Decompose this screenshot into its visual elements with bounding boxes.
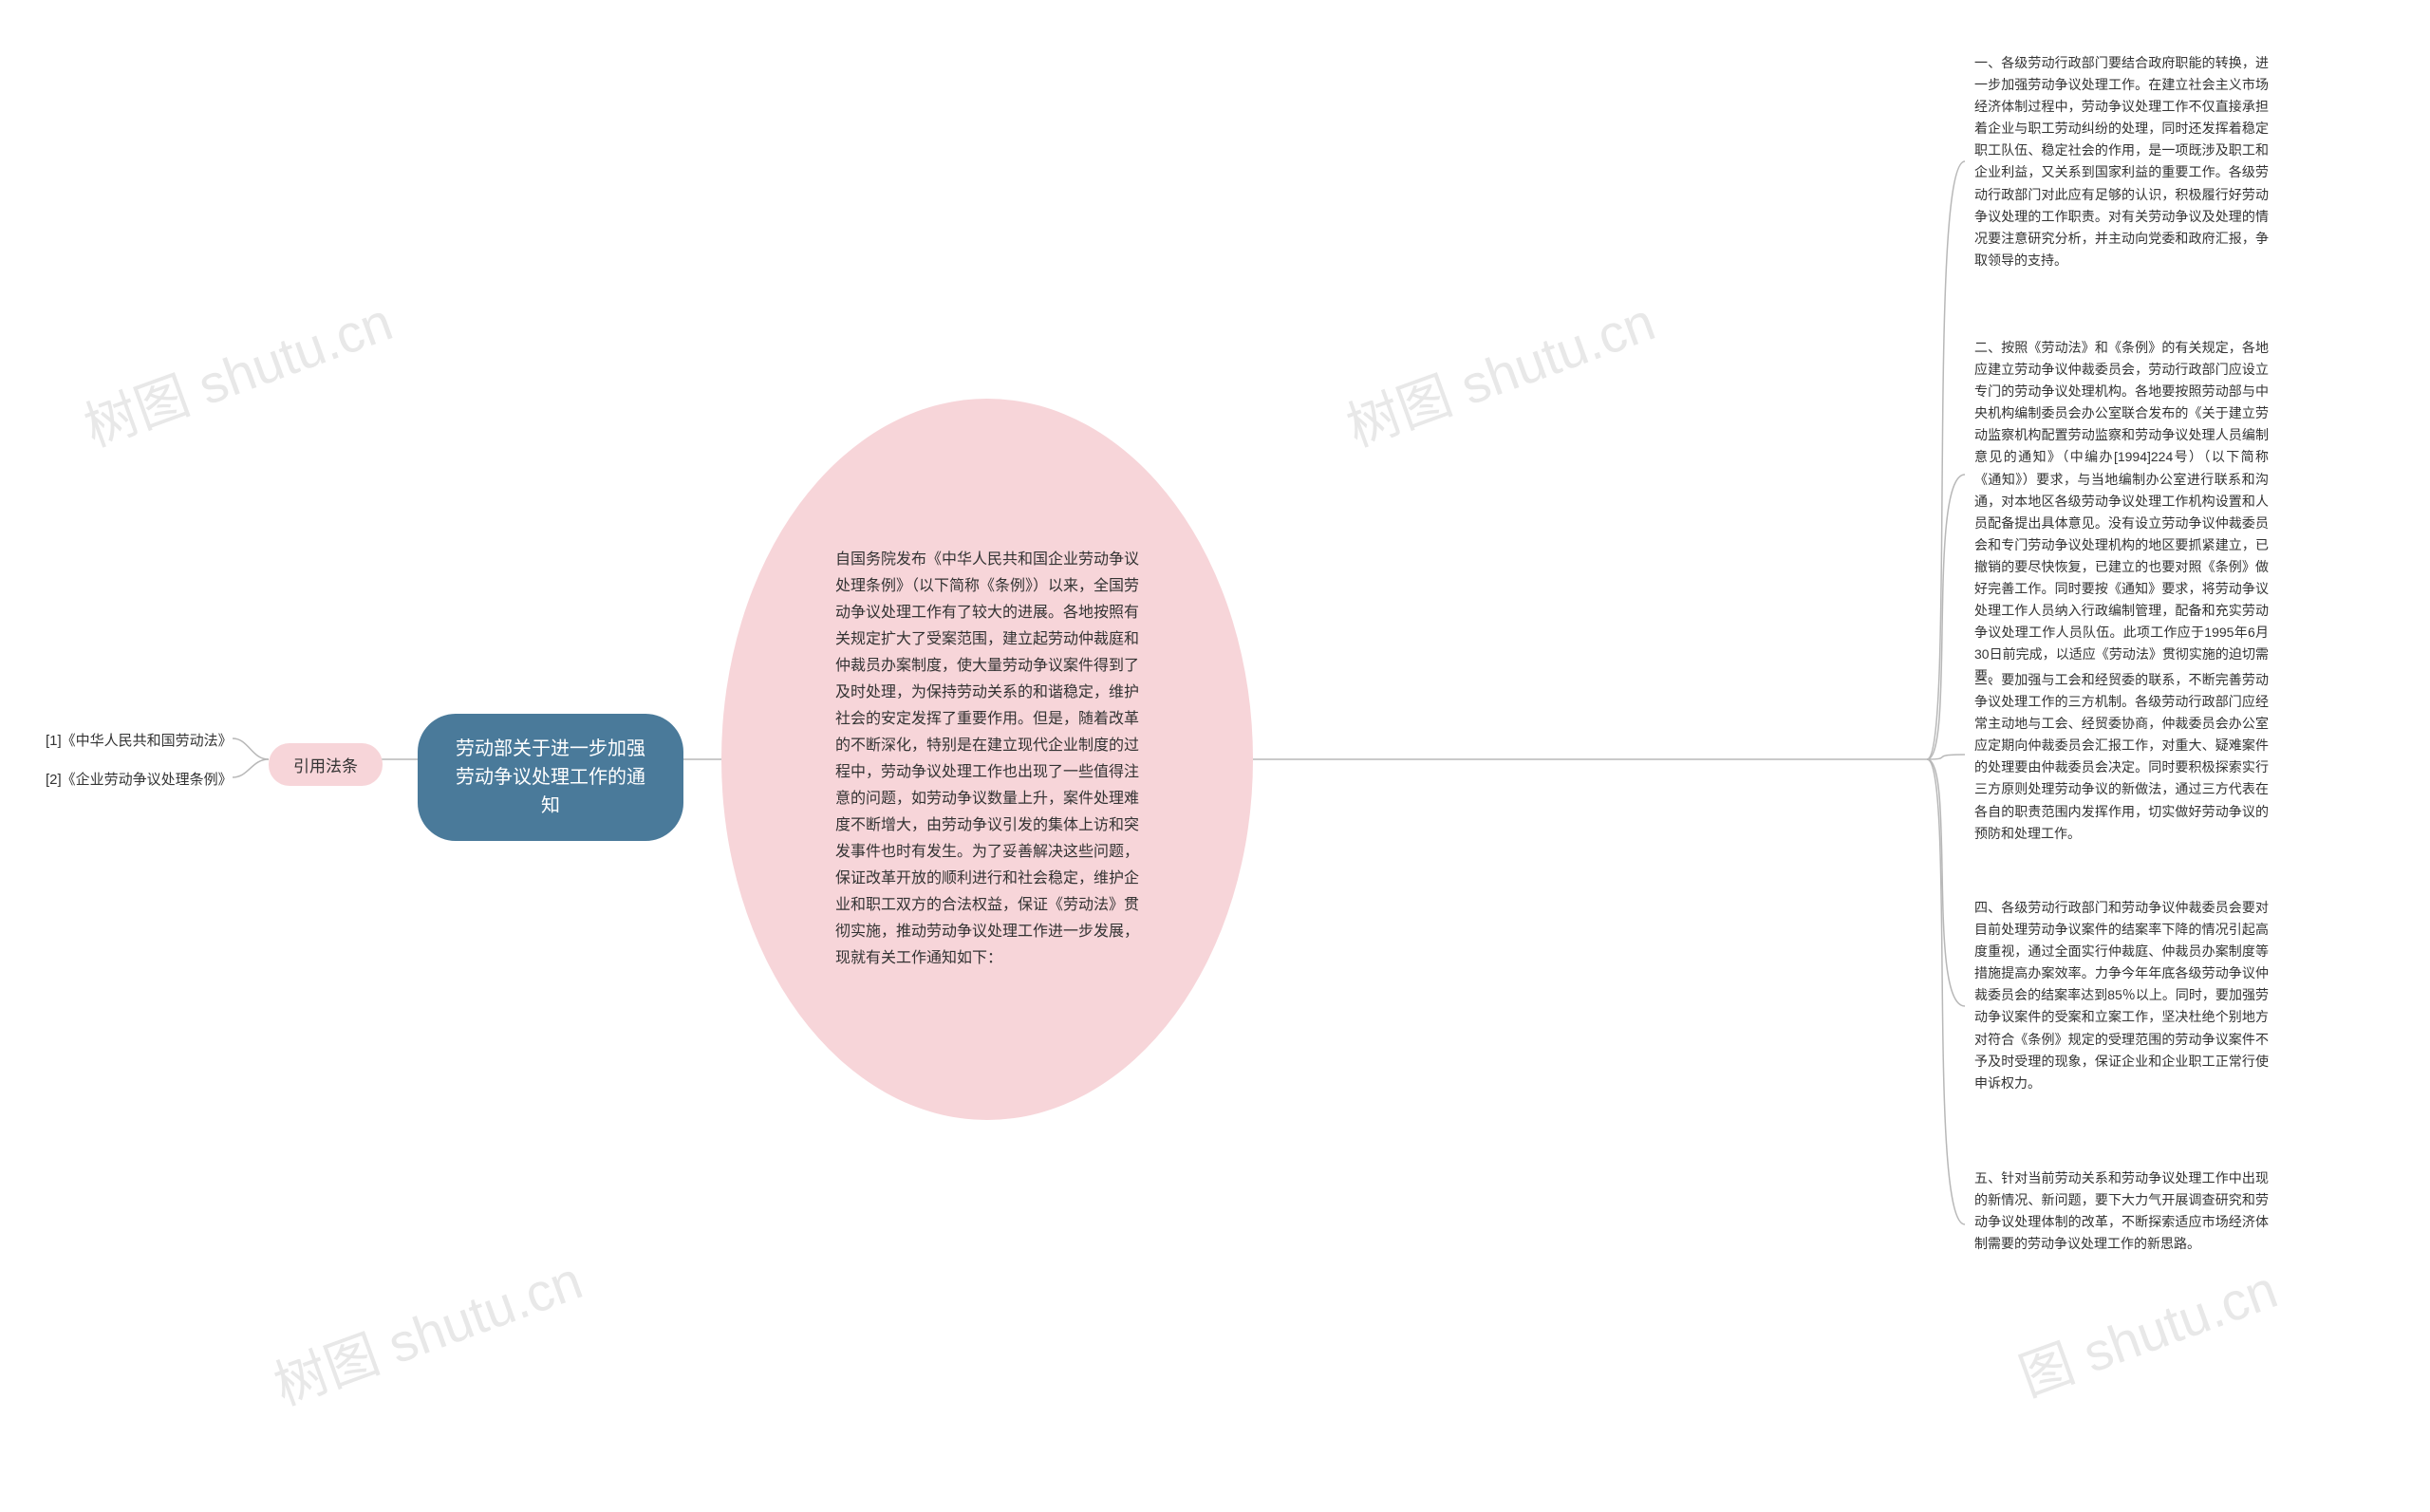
detail-text-content: 四、各级劳动行政部门和劳动争议仲裁委员会要对目前处理劳动争议案件的结案率下降的情… [1974,900,2269,1091]
detail-item[interactable]: 二、按照《劳动法》和《条例》的有关规定，各地应建立劳动争议仲裁委员会，劳动行政部… [1974,337,2269,688]
left-branch-text: 引用法条 [293,757,358,775]
root-node[interactable]: 劳动部关于进一步加强劳动争议处理工作的通知 [418,714,683,841]
intro-text: 自国务院发布《中华人民共和国企业劳动争议处理条例》（以下简称《条例》）以来，全国… [835,547,1139,972]
watermark: 图 shutu.cn [2008,1247,2287,1411]
watermark: 树图 shutu.cn [262,1238,591,1420]
detail-text-content: 五、针对当前劳动关系和劳动争议处理工作中出现的新情况、新问题，要下大力气开展调查… [1974,1170,2269,1251]
detail-item[interactable]: 三、要加强与工会和经贸委的联系，不断完善劳动争议处理工作的三方机制。各级劳动行政… [1974,669,2269,845]
detail-item[interactable]: 一、各级劳动行政部门要结合政府职能的转换，进一步加强劳动争议处理工作。在建立社会… [1974,52,2269,271]
detail-text-content: 一、各级劳动行政部门要结合政府职能的转换，进一步加强劳动争议处理工作。在建立社会… [1974,55,2269,268]
detail-text-content: 二、按照《劳动法》和《条例》的有关规定，各地应建立劳动争议仲裁委员会，劳动行政部… [1974,340,2269,683]
leaf-item[interactable]: [2]《企业劳动争议处理条例》 [46,769,233,789]
watermark: 树图 shutu.cn [1335,279,1664,461]
detail-item[interactable]: 五、针对当前劳动关系和劳动争议处理工作中出现的新情况、新问题，要下大力气开展调查… [1974,1167,2269,1255]
root-title: 劳动部关于进一步加强劳动争议处理工作的通知 [456,738,645,816]
leaf-text: [1]《中华人民共和国劳动法》 [46,733,233,749]
left-branch-label[interactable]: 引用法条 [269,743,383,786]
leaf-text: [2]《企业劳动争议处理条例》 [46,772,233,788]
leaf-item[interactable]: [1]《中华人民共和国劳动法》 [46,730,233,750]
intro-ellipse[interactable]: 自国务院发布《中华人民共和国企业劳动争议处理条例》（以下简称《条例》）以来，全国… [721,399,1253,1120]
detail-item[interactable]: 四、各级劳动行政部门和劳动争议仲裁委员会要对目前处理劳动争议案件的结案率下降的情… [1974,897,2269,1094]
detail-text-content: 三、要加强与工会和经贸委的联系，不断完善劳动争议处理工作的三方机制。各级劳动行政… [1974,672,2269,841]
watermark: 树图 shutu.cn [72,279,402,461]
